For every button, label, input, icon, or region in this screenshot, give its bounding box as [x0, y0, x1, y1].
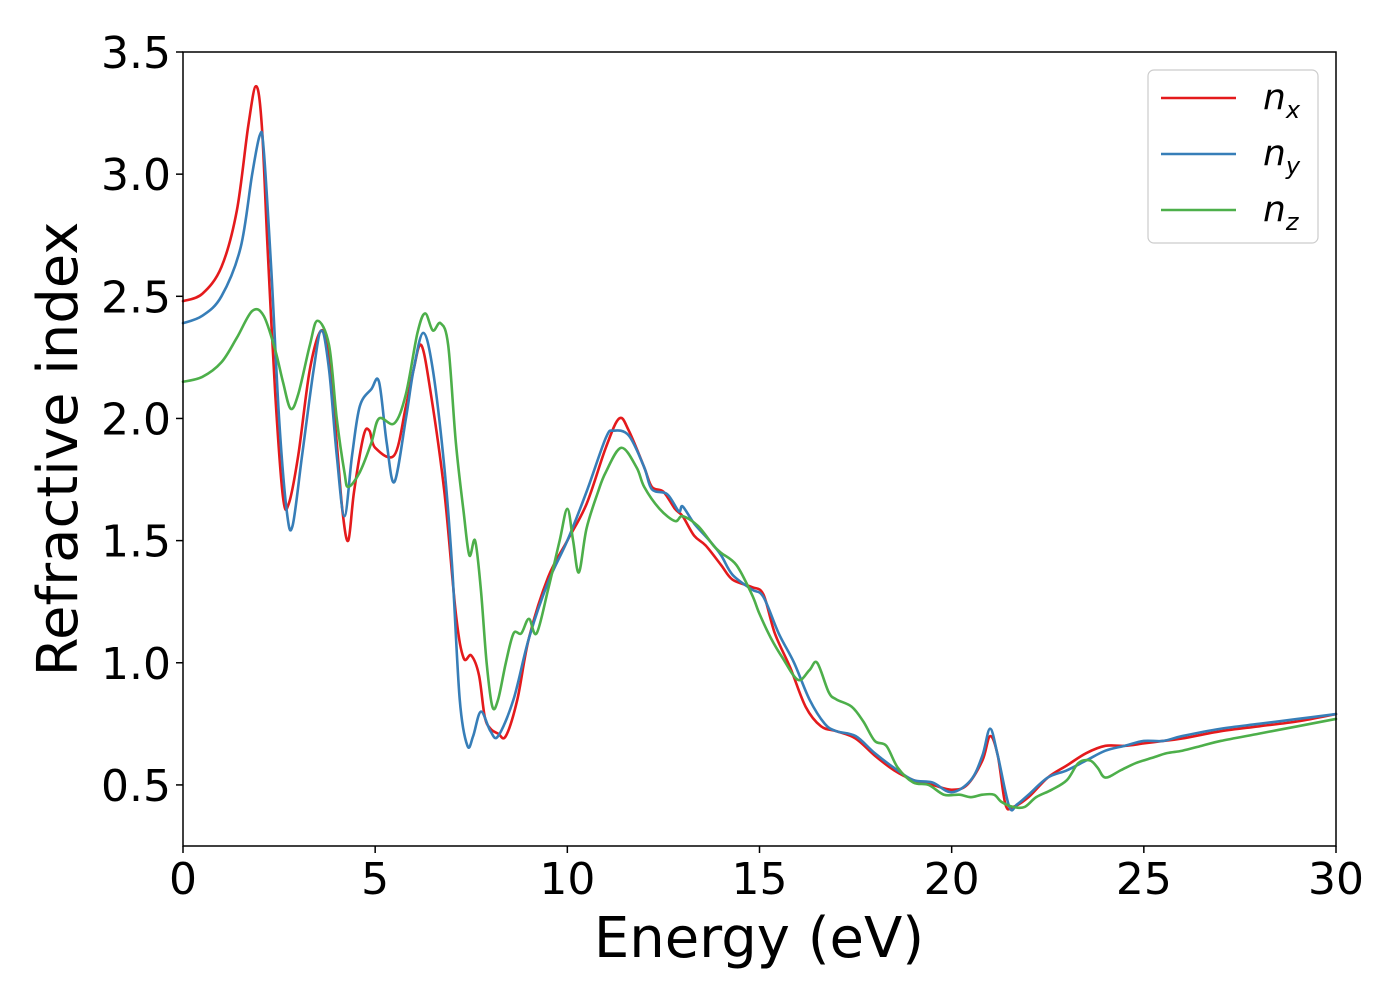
- y-tick-label: 0.5: [101, 761, 171, 812]
- y-tick-label: 3.0: [101, 150, 171, 201]
- x-tick-label: 0: [169, 854, 197, 905]
- series-line-ny: [181, 130, 1338, 812]
- legend-box: [1147, 69, 1319, 244]
- x-tick-label: 15: [732, 854, 788, 905]
- x-axis: 0 5 10 15 20 25 30: [169, 846, 1364, 905]
- x-tick-label: 10: [539, 854, 595, 905]
- legend-label-nz: nz: [1263, 189, 1300, 236]
- x-axis-title: Energy (eV): [594, 906, 924, 971]
- y-tick-label: 2.5: [101, 272, 171, 323]
- x-tick-label: 5: [361, 854, 389, 905]
- y-axis: 0.5 1.0 1.5 2.0 2.5 3.0 3.5: [101, 28, 183, 812]
- series-layer: [181, 84, 1338, 812]
- y-tick-label: 1.5: [101, 517, 171, 568]
- y-axis-title: Refractive index: [26, 222, 91, 677]
- x-tick-label: 20: [924, 854, 980, 905]
- x-tick-label: 30: [1308, 854, 1364, 905]
- y-tick-label: 1.0: [101, 639, 171, 690]
- series-line-nz: [181, 307, 1338, 810]
- x-tick-label: 25: [1116, 854, 1172, 905]
- y-tick-label: 3.5: [101, 28, 171, 79]
- y-tick-label: 2.0: [101, 394, 171, 445]
